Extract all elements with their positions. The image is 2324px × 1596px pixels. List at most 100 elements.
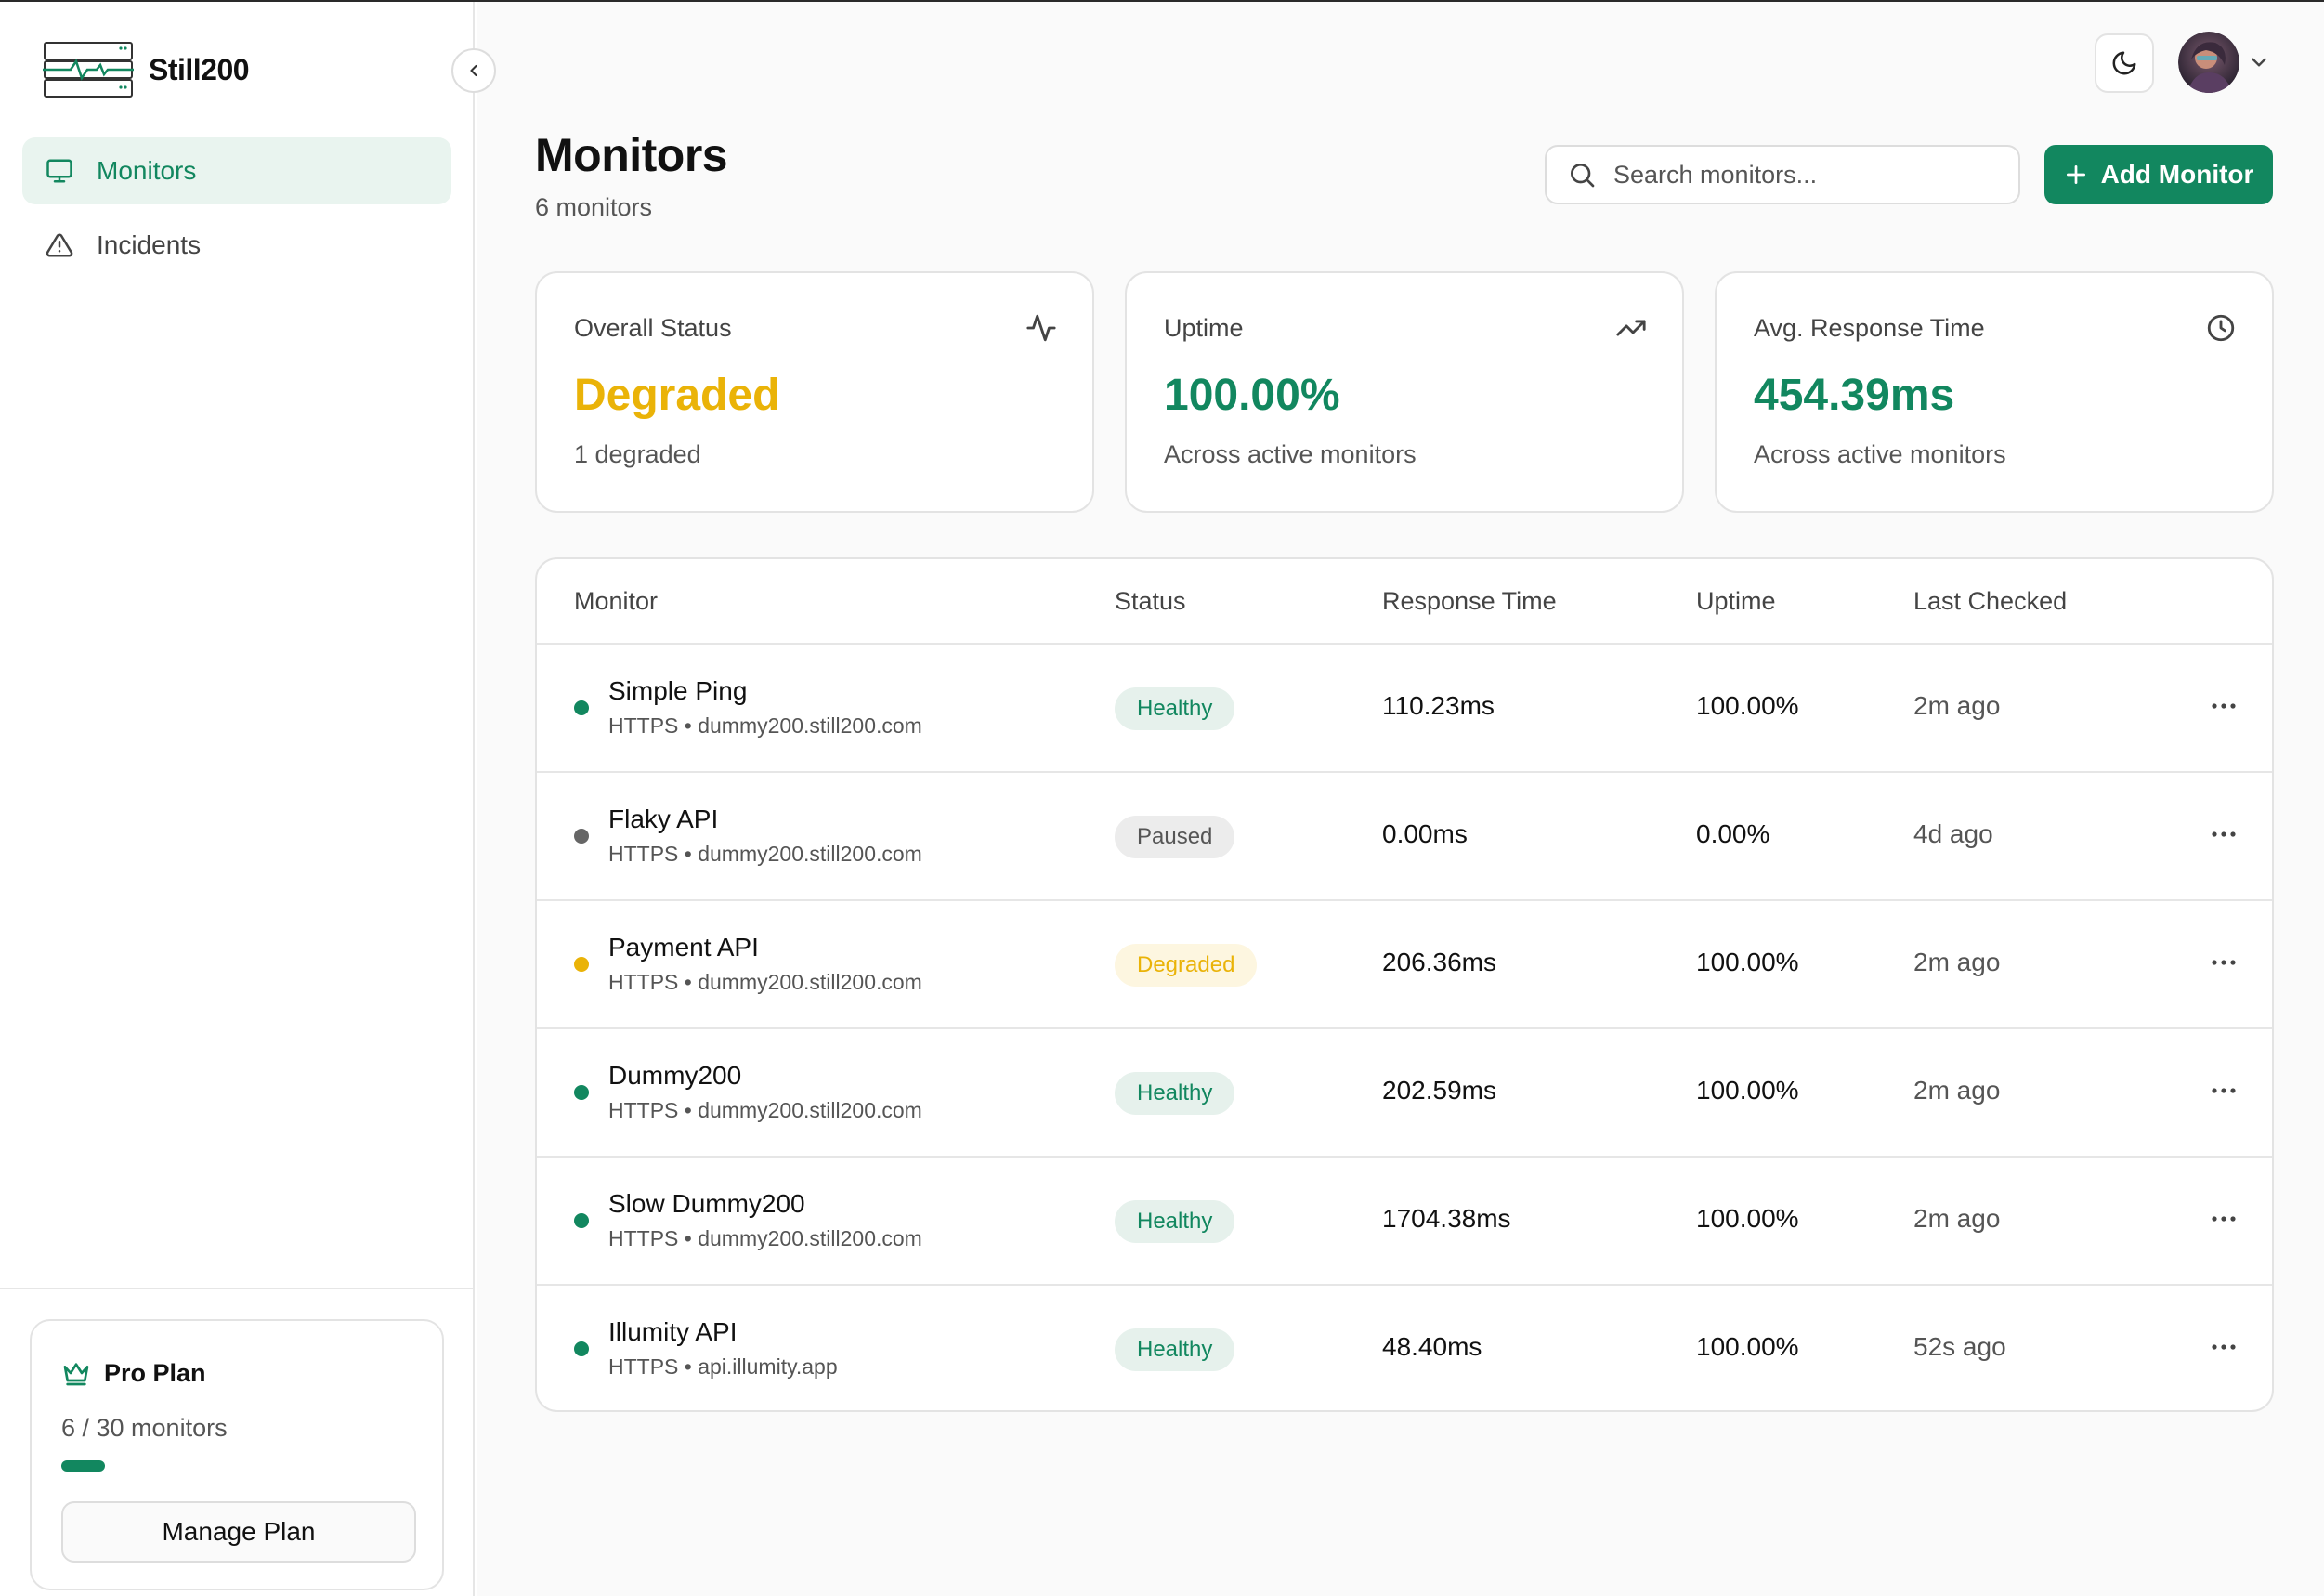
table-row[interactable]: Simple Ping HTTPS • dummy200.still200.com… (537, 645, 2272, 773)
search-input[interactable] (1613, 160, 2004, 190)
user-avatar-image (2178, 32, 2239, 93)
uptime-value: 100.00% (1696, 1204, 1799, 1233)
response-time: 0.00ms (1382, 819, 1468, 848)
monitor-endpoint: HTTPS • api.illumity.app (608, 1354, 838, 1379)
status-dot (574, 829, 589, 844)
monitor-endpoint: HTTPS • dummy200.still200.com (608, 713, 922, 738)
stat-label: Avg. Response Time (1754, 314, 1985, 342)
monitor-name[interactable]: Illumity API (608, 1317, 738, 1346)
search-bar[interactable] (1545, 145, 2020, 204)
plus-icon (2066, 164, 2085, 185)
chevron-down-icon[interactable] (2247, 50, 2271, 74)
row-divider (537, 771, 2272, 773)
trending-up-icon (1616, 320, 1646, 336)
theme-toggle-button[interactable] (2095, 33, 2154, 93)
more-options-icon[interactable] (2207, 951, 2240, 974)
status-dot (574, 957, 589, 972)
activity-icon (1026, 314, 1056, 342)
last-checked: 2m ago (1913, 1076, 2001, 1105)
response-time: 110.23ms (1382, 691, 1495, 720)
status-dot (574, 1085, 589, 1100)
sidebar-item-label: Monitors (97, 156, 197, 185)
alert-triangle-icon (45, 230, 74, 260)
uptime-value: 100.00% (1696, 1332, 1799, 1361)
status-badge: Paused (1115, 816, 1235, 858)
stat-sub: Across active monitors (1164, 440, 1417, 468)
stat-sub: 1 degraded (574, 440, 701, 468)
stat-card-avg-response-time: Avg. Response Time 454.39ms Across activ… (1715, 271, 2274, 513)
status-badge: Healthy (1115, 1072, 1235, 1115)
plan-usage: 6 / 30 monitors (61, 1414, 228, 1442)
status-badge: Healthy (1115, 1328, 1235, 1371)
more-options-icon[interactable] (2207, 823, 2240, 845)
monitor-name[interactable]: Flaky API (608, 805, 719, 833)
last-checked: 4d ago (1913, 819, 1993, 848)
sidebar: Still200 Monitors Incidents Pro Plan 6 /… (0, 2, 475, 1596)
row-divider (537, 899, 2272, 901)
sidebar-item-label: Incidents (97, 230, 202, 259)
monitor-name[interactable]: Dummy200 (608, 1061, 742, 1090)
page-title: Monitors (535, 129, 728, 181)
main-content: Monitors 6 monitors Add Monitor Overall … (477, 2, 2324, 1596)
stat-value: Degraded (574, 371, 780, 420)
plan-usage-bar-fill (61, 1460, 106, 1472)
brand[interactable]: Still200 (43, 41, 250, 98)
monitors-table: Monitor Status Response Time Uptime Last… (535, 557, 2274, 1412)
monitor-name[interactable]: Simple Ping (608, 676, 748, 705)
response-time: 1704.38ms (1382, 1204, 1511, 1233)
table-row[interactable]: Slow Dummy200 HTTPS • dummy200.still200.c… (537, 1158, 2272, 1286)
monitor-name[interactable]: Payment API (608, 933, 759, 962)
column-header-monitor[interactable]: Monitor (574, 587, 659, 615)
status-dot (574, 700, 589, 715)
table-header-divider (537, 643, 2272, 645)
column-header-last-checked[interactable]: Last Checked (1913, 587, 2068, 615)
column-header-response-time[interactable]: Response Time (1382, 587, 1557, 615)
manage-plan-button[interactable]: Manage Plan (61, 1501, 416, 1563)
monitor-icon (45, 156, 74, 186)
last-checked: 52s ago (1913, 1332, 2006, 1361)
column-header-uptime[interactable]: Uptime (1696, 587, 1776, 615)
table-row[interactable]: Illumity API HTTPS • api.illumity.app Heal… (537, 1286, 2272, 1410)
moon-icon (2112, 51, 2136, 75)
row-divider (537, 1027, 2272, 1029)
monitor-count: 6 monitors (535, 193, 653, 221)
row-divider (537, 1156, 2272, 1158)
server-logo-icon (43, 42, 134, 98)
stat-value: 100.00% (1164, 371, 1340, 420)
sidebar-item-monitors[interactable]: Monitors (22, 137, 451, 204)
more-options-icon[interactable] (2207, 695, 2240, 717)
table-row[interactable]: Flaky API HTTPS • dummy200.still200.com Pa… (537, 773, 2272, 901)
monitor-endpoint: HTTPS • dummy200.still200.com (608, 1098, 922, 1122)
response-time: 206.36ms (1382, 948, 1496, 976)
uptime-value: 100.00% (1696, 1076, 1799, 1105)
response-time: 202.59ms (1382, 1076, 1496, 1105)
add-monitor-label: Add Monitor (2100, 160, 2254, 189)
response-time: 48.40ms (1382, 1332, 1482, 1361)
chevron-left-icon (470, 64, 477, 77)
stat-card-overall-status: Overall Status Degraded 1 degraded (535, 271, 1094, 513)
uptime-value: 0.00% (1696, 819, 1770, 848)
stat-card-uptime: Uptime 100.00% Across active monitors (1125, 271, 1684, 513)
last-checked: 2m ago (1913, 691, 2001, 720)
uptime-value: 100.00% (1696, 691, 1799, 720)
clock-icon (2207, 314, 2235, 342)
table-row[interactable]: Dummy200 HTTPS • dummy200.still200.com Hea… (537, 1029, 2272, 1158)
uptime-value: 100.00% (1696, 948, 1799, 976)
status-badge: Healthy (1115, 1200, 1235, 1243)
collapse-sidebar-button[interactable] (451, 48, 496, 93)
sidebar-item-incidents[interactable]: Incidents (22, 212, 451, 279)
more-options-icon[interactable] (2207, 1208, 2240, 1230)
more-options-icon[interactable] (2207, 1336, 2240, 1358)
status-badge: Degraded (1115, 944, 1258, 987)
status-dot (574, 1213, 589, 1228)
table-row[interactable]: Payment API HTTPS • dummy200.still200.com… (537, 901, 2272, 1029)
plan-name: Pro Plan (104, 1358, 206, 1387)
monitor-name[interactable]: Slow Dummy200 (608, 1189, 805, 1218)
status-badge: Healthy (1115, 687, 1235, 730)
more-options-icon[interactable] (2207, 1079, 2240, 1102)
avatar[interactable] (2178, 32, 2239, 93)
monitor-endpoint: HTTPS • dummy200.still200.com (608, 970, 922, 994)
column-header-status[interactable]: Status (1115, 587, 1186, 615)
status-dot (574, 1341, 589, 1356)
add-monitor-button[interactable]: Add Monitor (2044, 145, 2273, 204)
